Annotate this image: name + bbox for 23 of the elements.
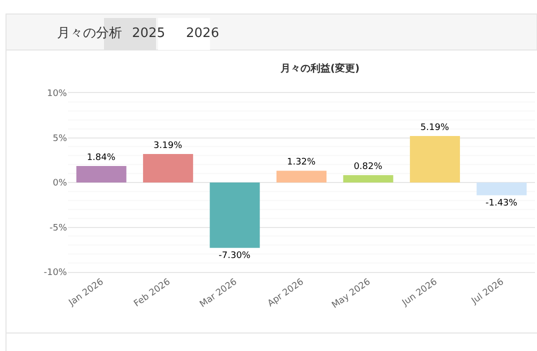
y-tick-label: -5% [49, 223, 68, 234]
bar [143, 154, 194, 182]
data-label: 1.84% [86, 153, 116, 164]
y-tick-label: 5% [52, 134, 68, 144]
y-tick-label: 0% [52, 178, 68, 189]
bar [76, 166, 126, 182]
y-tick-label: 10% [46, 89, 68, 100]
text: 2026 [186, 26, 220, 41]
data-label: 3.19% [154, 140, 183, 151]
data-label: 1.32% [286, 158, 316, 168]
data-label: -7.30% [218, 250, 251, 261]
bar [343, 175, 394, 182]
bar [410, 136, 460, 182]
text: 2025 [132, 26, 166, 41]
text: 月々の分析 [57, 26, 122, 41]
data-label: 5.19% [420, 123, 450, 134]
data-label: -1.43% [485, 198, 518, 208]
chart-title: 月々の利益(変更) [279, 62, 360, 74]
bar [210, 182, 260, 248]
data-label: 0.82% [354, 162, 383, 172]
y-tick-label: -10% [44, 268, 68, 278]
bar [276, 170, 327, 182]
bar [476, 182, 527, 196]
